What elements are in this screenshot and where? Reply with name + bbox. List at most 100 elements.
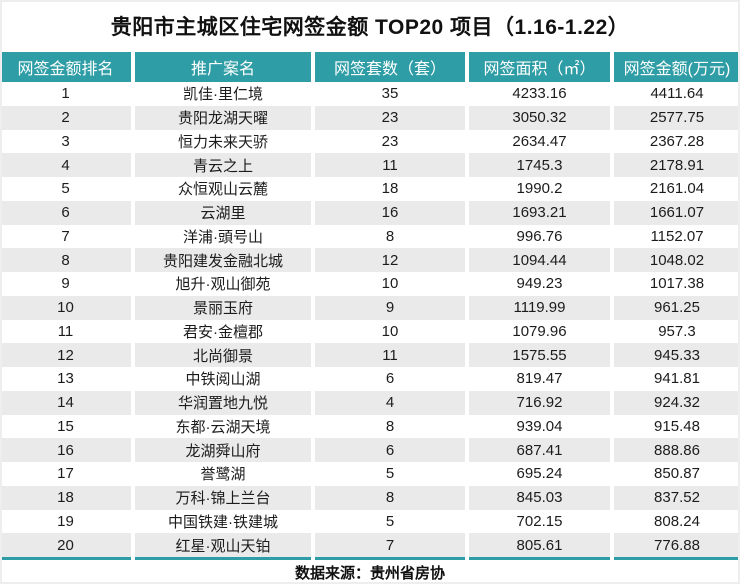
cell-units: 11 xyxy=(315,343,465,367)
cell-rank: 16 xyxy=(0,438,131,462)
cell-amount: 957.3 xyxy=(614,319,740,344)
cell-project: 中国铁建·铁建城 xyxy=(135,509,311,534)
table-header-row: 网签金额排名 推广案名 网签套数（套） 网签面积（㎡） 网签金额(万元) xyxy=(0,52,740,82)
cell-units: 7 xyxy=(315,533,465,557)
cell-amount: 1661.07 xyxy=(614,200,740,225)
cell-units: 5 xyxy=(315,462,465,486)
page-title: 贵阳市主城区住宅网签金额 TOP20 项目（1.16-1.22） xyxy=(110,16,630,39)
cell-rank: 10 xyxy=(0,295,131,320)
cell-amount: 2367.28 xyxy=(614,129,740,154)
cell-rank: 17 xyxy=(0,462,131,486)
footer-bar: 数据来源：贵州省房协 xyxy=(0,560,740,584)
table-body: 1 凯佳·里仁境 35 4233.16 4411.64 2 贵阳龙湖天曜 23 3050.32 2… xyxy=(0,82,740,557)
cell-project: 众恒观山云麓 xyxy=(135,177,311,201)
cell-area: 1575.55 xyxy=(469,343,610,367)
cell-rank: 9 xyxy=(0,272,131,296)
column-header-rank: 网签金额排名 xyxy=(0,52,131,82)
column-header-units: 网签套数（套） xyxy=(315,52,465,82)
cell-units: 11 xyxy=(315,153,465,177)
cell-units: 5 xyxy=(315,509,465,534)
cell-amount: 924.32 xyxy=(614,390,740,415)
cell-amount: 2161.04 xyxy=(614,177,740,201)
cell-amount: 915.48 xyxy=(614,414,740,439)
cell-area: 1693.21 xyxy=(469,200,610,225)
data-source-label: 数据来源：贵州省房协 xyxy=(294,564,445,582)
cell-units: 10 xyxy=(315,272,465,296)
cell-units: 23 xyxy=(315,129,465,154)
column-header-amount: 网签金额(万元) xyxy=(614,52,740,82)
cell-amount: 1048.02 xyxy=(614,248,740,272)
cell-area: 949.23 xyxy=(469,272,610,296)
cell-rank: 3 xyxy=(0,129,131,154)
cell-rank: 7 xyxy=(0,224,131,249)
cell-units: 6 xyxy=(315,367,465,391)
cell-area: 687.41 xyxy=(469,438,610,462)
cell-units: 9 xyxy=(315,295,465,320)
cell-project: 凯佳·里仁境 xyxy=(135,82,311,106)
cell-rank: 2 xyxy=(0,105,131,130)
cell-amount: 808.24 xyxy=(614,509,740,534)
cell-amount: 888.86 xyxy=(614,438,740,462)
cell-amount: 941.81 xyxy=(614,367,740,391)
cell-rank: 15 xyxy=(0,414,131,439)
cell-amount: 837.52 xyxy=(614,485,740,510)
cell-units: 6 xyxy=(315,438,465,462)
cell-units: 12 xyxy=(315,248,465,272)
cell-amount: 776.88 xyxy=(614,533,740,557)
cell-area: 805.61 xyxy=(469,533,610,557)
cell-amount: 961.25 xyxy=(614,295,740,320)
cell-amount: 945.33 xyxy=(614,343,740,367)
cell-area: 819.47 xyxy=(469,367,610,391)
cell-area: 1745.3 xyxy=(469,153,610,177)
cell-rank: 4 xyxy=(0,153,131,177)
cell-project: 旭升·观山御苑 xyxy=(135,272,311,296)
cell-amount: 4411.64 xyxy=(614,82,740,106)
cell-project: 红星·观山天铂 xyxy=(135,533,311,557)
cell-units: 10 xyxy=(315,319,465,344)
cell-project: 东都·云湖天境 xyxy=(135,414,311,439)
cell-rank: 6 xyxy=(0,200,131,225)
cell-units: 18 xyxy=(315,177,465,201)
cell-amount: 2178.91 xyxy=(614,153,740,177)
cell-area: 1079.96 xyxy=(469,319,610,344)
cell-project: 云湖里 xyxy=(135,200,311,225)
cell-project: 誉鹭湖 xyxy=(135,462,311,486)
cell-units: 35 xyxy=(315,82,465,106)
cell-project: 景丽玉府 xyxy=(135,295,311,320)
cell-rank: 18 xyxy=(0,485,131,510)
column-header-project: 推广案名 xyxy=(135,52,311,82)
cell-project: 君安·金檀郡 xyxy=(135,319,311,344)
cell-rank: 19 xyxy=(0,509,131,534)
cell-units: 4 xyxy=(315,390,465,415)
cell-area: 695.24 xyxy=(469,462,610,486)
cell-area: 845.03 xyxy=(469,485,610,510)
cell-area: 939.04 xyxy=(469,414,610,439)
cell-project: 洋浦·頭号山 xyxy=(135,224,311,249)
cell-units: 16 xyxy=(315,200,465,225)
cell-rank: 12 xyxy=(0,343,131,367)
cell-units: 8 xyxy=(315,224,465,249)
cell-rank: 14 xyxy=(0,390,131,415)
cell-amount: 1017.38 xyxy=(614,272,740,296)
cell-area: 996.76 xyxy=(469,224,610,249)
cell-units: 8 xyxy=(315,414,465,439)
cell-project: 华润置地九悦 xyxy=(135,390,311,415)
cell-area: 3050.32 xyxy=(469,105,610,130)
cell-project: 北尚御景 xyxy=(135,343,311,367)
title-bar: 贵阳市主城区住宅网签金额 TOP20 项目（1.16-1.22） xyxy=(0,0,740,52)
column-header-area: 网签面积（㎡） xyxy=(469,52,610,82)
cell-amount: 2577.75 xyxy=(614,105,740,130)
cell-area: 1990.2 xyxy=(469,177,610,201)
cell-area: 2634.47 xyxy=(469,129,610,154)
cell-area: 716.92 xyxy=(469,390,610,415)
cell-project: 青云之上 xyxy=(135,153,311,177)
cell-amount: 1152.07 xyxy=(614,224,740,249)
cell-rank: 8 xyxy=(0,248,131,272)
cell-project: 龙湖舜山府 xyxy=(135,438,311,462)
cell-project: 万科·锦上兰台 xyxy=(135,485,311,510)
cell-area: 1094.44 xyxy=(469,248,610,272)
cell-rank: 1 xyxy=(0,82,131,106)
cell-project: 恒力未来天骄 xyxy=(135,129,311,154)
cell-units: 8 xyxy=(315,485,465,510)
